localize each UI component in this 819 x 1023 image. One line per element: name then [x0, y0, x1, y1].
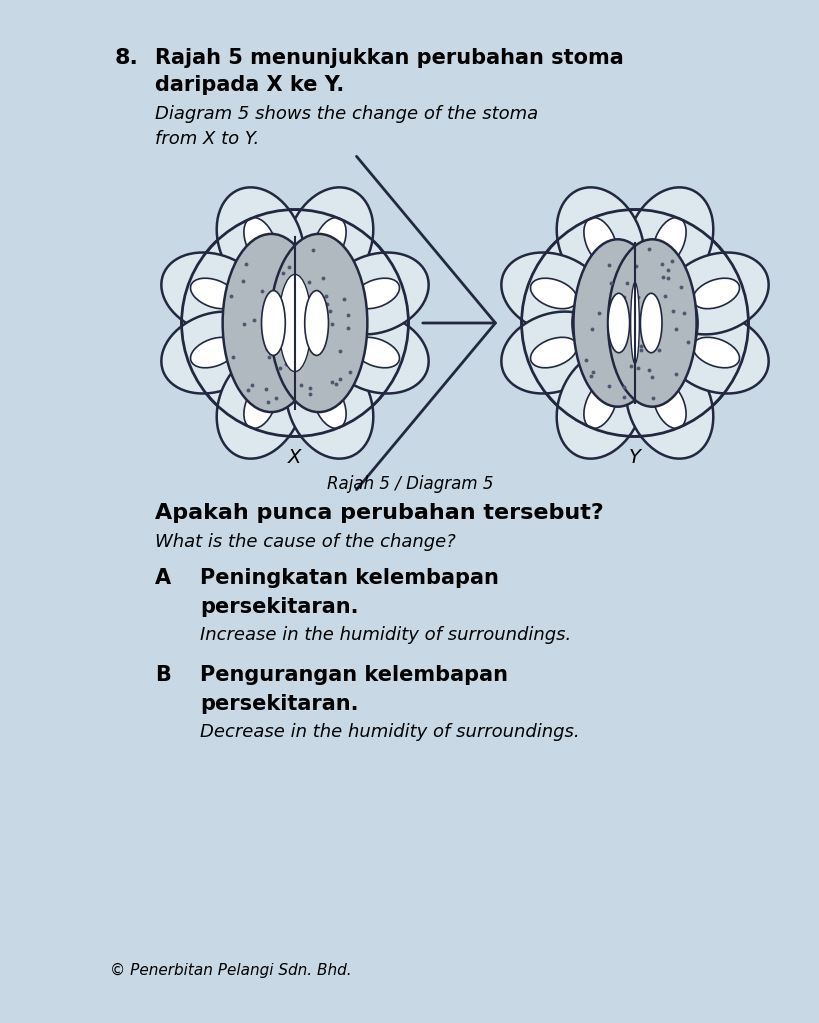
Text: persekitaran.: persekitaran.	[200, 597, 359, 617]
Ellipse shape	[584, 218, 617, 265]
Ellipse shape	[244, 381, 277, 429]
Ellipse shape	[217, 351, 304, 458]
Ellipse shape	[161, 312, 266, 394]
Ellipse shape	[631, 282, 640, 363]
Circle shape	[572, 261, 698, 386]
Ellipse shape	[501, 253, 606, 335]
Ellipse shape	[270, 234, 368, 412]
Ellipse shape	[161, 253, 266, 335]
Ellipse shape	[557, 187, 644, 296]
Text: 8.: 8.	[115, 48, 139, 68]
Ellipse shape	[261, 291, 285, 355]
Ellipse shape	[191, 278, 238, 309]
Ellipse shape	[573, 239, 662, 407]
Text: Rajah 5 / Diagram 5: Rajah 5 / Diagram 5	[327, 475, 493, 493]
Text: daripada X ke Y.: daripada X ke Y.	[155, 75, 344, 95]
Ellipse shape	[531, 278, 577, 309]
Ellipse shape	[501, 312, 606, 394]
Ellipse shape	[223, 234, 320, 412]
Ellipse shape	[217, 187, 304, 296]
Ellipse shape	[663, 253, 769, 335]
Ellipse shape	[608, 239, 697, 407]
Ellipse shape	[324, 253, 428, 335]
Text: from X to Y.: from X to Y.	[155, 130, 260, 148]
Ellipse shape	[584, 381, 617, 429]
Ellipse shape	[557, 351, 644, 458]
Ellipse shape	[693, 278, 740, 309]
Ellipse shape	[653, 381, 686, 429]
Ellipse shape	[653, 218, 686, 265]
Text: What is the cause of the change?: What is the cause of the change?	[155, 533, 455, 551]
Text: Rajah 5 menunjukkan perubahan stoma: Rajah 5 menunjukkan perubahan stoma	[155, 48, 624, 68]
Ellipse shape	[626, 187, 713, 296]
Circle shape	[233, 261, 358, 386]
Circle shape	[522, 210, 749, 437]
Ellipse shape	[608, 294, 630, 353]
Text: © Penerbitan Pelangi Sdn. Bhd.: © Penerbitan Pelangi Sdn. Bhd.	[110, 963, 351, 978]
Ellipse shape	[286, 351, 373, 458]
Ellipse shape	[663, 312, 769, 394]
Text: Increase in the humidity of surroundings.: Increase in the humidity of surroundings…	[200, 626, 571, 644]
Text: Peningkatan kelembapan: Peningkatan kelembapan	[200, 568, 499, 588]
Ellipse shape	[286, 187, 373, 296]
Text: A: A	[155, 568, 171, 588]
Ellipse shape	[191, 338, 238, 368]
Circle shape	[182, 210, 409, 437]
Ellipse shape	[531, 338, 577, 368]
Text: Y: Y	[629, 448, 641, 468]
Ellipse shape	[324, 312, 428, 394]
Text: Apakah punca perubahan tersebut?: Apakah punca perubahan tersebut?	[155, 503, 604, 523]
Text: X: X	[288, 448, 301, 468]
Ellipse shape	[626, 351, 713, 458]
Ellipse shape	[313, 381, 346, 429]
Ellipse shape	[305, 291, 328, 355]
Ellipse shape	[693, 338, 740, 368]
Text: Diagram 5 shows the change of the stoma: Diagram 5 shows the change of the stoma	[155, 105, 538, 123]
Ellipse shape	[640, 294, 662, 353]
Text: Decrease in the humidity of surroundings.: Decrease in the humidity of surroundings…	[200, 723, 580, 741]
Text: B: B	[155, 665, 171, 685]
Ellipse shape	[278, 274, 311, 371]
Ellipse shape	[313, 218, 346, 265]
Text: persekitaran.: persekitaran.	[200, 694, 359, 714]
Ellipse shape	[353, 338, 400, 368]
Ellipse shape	[244, 218, 277, 265]
Ellipse shape	[353, 278, 400, 309]
Text: Pengurangan kelembapan: Pengurangan kelembapan	[200, 665, 508, 685]
